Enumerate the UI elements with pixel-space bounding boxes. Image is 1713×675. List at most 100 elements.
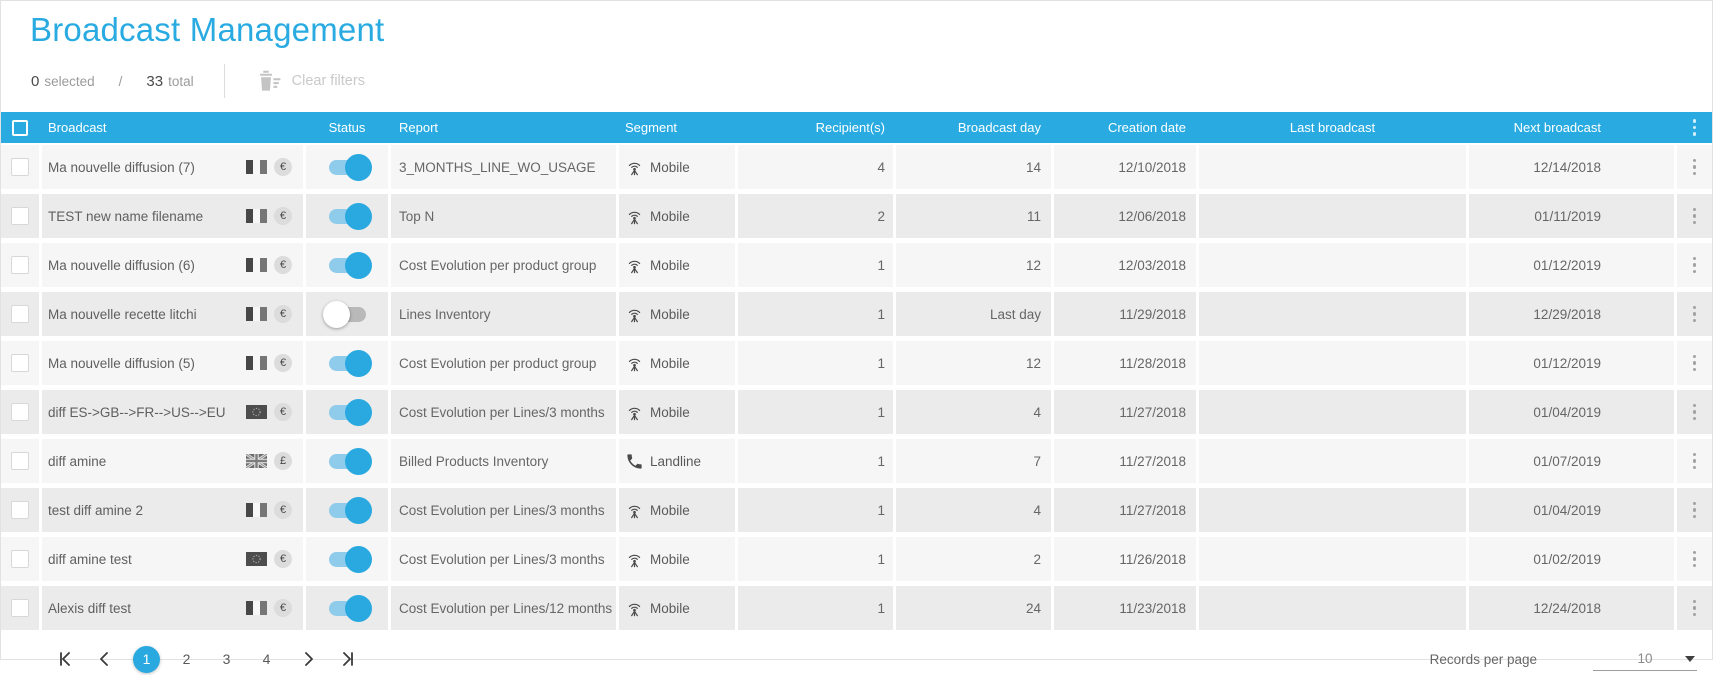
broadcast-day-value: Last day xyxy=(896,292,1051,336)
first-page-button[interactable] xyxy=(53,646,77,672)
row-menu-kebab-icon[interactable] xyxy=(1687,449,1703,474)
fr-flag-icon xyxy=(246,601,267,615)
creation-date-value: 11/23/2018 xyxy=(1054,586,1196,630)
column-menu-kebab-icon[interactable] xyxy=(1687,115,1703,140)
broadcast-name: Ma nouvelle recette litchi xyxy=(48,306,197,322)
row-menu-kebab-icon[interactable] xyxy=(1687,498,1703,523)
segment-label: Landline xyxy=(650,453,702,469)
row-checkbox[interactable] xyxy=(11,501,29,519)
table-body: Ma nouvelle diffusion (7) € 3_MONTHS_LIN… xyxy=(1,145,1712,630)
row-checkbox[interactable] xyxy=(11,452,29,470)
table-row: Ma nouvelle recette litchi € Lines Inven… xyxy=(1,292,1712,336)
recipients-value: 1 xyxy=(738,439,893,483)
broadcast-day-value: 4 xyxy=(896,488,1051,532)
selected-label: selected xyxy=(44,73,95,89)
report-name: Cost Evolution per Lines/12 months xyxy=(391,586,616,630)
table-row: Ma nouvelle diffusion (6) € Cost Evoluti… xyxy=(1,243,1712,287)
previous-page-button[interactable] xyxy=(93,646,117,672)
segment-label: Mobile xyxy=(650,355,690,371)
last-page-button[interactable] xyxy=(336,646,360,672)
status-toggle[interactable] xyxy=(328,545,372,573)
broadcast-day-value: 7 xyxy=(896,439,1051,483)
column-header-segment: Segment xyxy=(625,120,678,135)
report-name: Lines Inventory xyxy=(391,292,616,336)
row-menu-kebab-icon[interactable] xyxy=(1687,400,1703,425)
recipients-value: 2 xyxy=(738,194,893,238)
segment-label: Mobile xyxy=(650,257,690,273)
row-checkbox[interactable] xyxy=(11,207,29,225)
column-header-broadcast: Broadcast xyxy=(48,120,107,135)
row-menu-kebab-icon[interactable] xyxy=(1687,253,1703,278)
row-menu-kebab-icon[interactable] xyxy=(1687,302,1703,327)
row-checkbox[interactable] xyxy=(11,403,29,421)
status-toggle[interactable] xyxy=(328,496,372,524)
total-label: total xyxy=(168,73,194,89)
next-broadcast-value: 01/12/2019 xyxy=(1469,243,1674,287)
recipients-value: 1 xyxy=(738,243,893,287)
status-toggle[interactable] xyxy=(328,447,372,475)
row-menu-kebab-icon[interactable] xyxy=(1687,596,1703,621)
status-toggle[interactable] xyxy=(322,300,366,328)
status-toggle[interactable] xyxy=(328,398,372,426)
row-checkbox[interactable] xyxy=(11,158,29,176)
row-checkbox[interactable] xyxy=(11,256,29,274)
segment-label: Mobile xyxy=(650,404,690,420)
segment-label: Mobile xyxy=(650,502,690,518)
toolbar-divider xyxy=(223,64,225,98)
column-header-recipients: Recipient(s) xyxy=(815,120,885,135)
status-toggle[interactable] xyxy=(328,349,372,377)
row-checkbox[interactable] xyxy=(11,354,29,372)
row-checkbox[interactable] xyxy=(11,599,29,617)
row-menu-kebab-icon[interactable] xyxy=(1687,155,1703,180)
status-toggle[interactable] xyxy=(328,251,372,279)
last-broadcast-value xyxy=(1199,341,1466,385)
next-page-button[interactable] xyxy=(296,646,320,672)
recipients-value: 1 xyxy=(738,537,893,581)
next-broadcast-value: 01/11/2019 xyxy=(1469,194,1674,238)
last-broadcast-value xyxy=(1199,488,1466,532)
row-checkbox[interactable] xyxy=(11,550,29,568)
table-row: Ma nouvelle diffusion (7) € 3_MONTHS_LIN… xyxy=(1,145,1712,189)
clear-filters-button[interactable]: Clear filters xyxy=(255,70,365,92)
column-header-broadcast-day: Broadcast day xyxy=(957,120,1041,135)
row-menu-kebab-icon[interactable] xyxy=(1687,204,1703,229)
report-name: Cost Evolution per Lines/3 months xyxy=(391,537,616,581)
mobile-icon xyxy=(625,599,644,618)
column-header-last-broadcast: Last broadcast xyxy=(1289,120,1376,135)
column-header-report: Report xyxy=(399,120,439,135)
selection-toolbar: 0 selected / 33 total Clear filters xyxy=(31,64,1712,98)
row-checkbox[interactable] xyxy=(11,305,29,323)
creation-date-value: 12/03/2018 xyxy=(1054,243,1196,287)
next-broadcast-value: 01/02/2019 xyxy=(1469,537,1674,581)
row-menu-kebab-icon[interactable] xyxy=(1687,351,1703,376)
clear-filters-label: Clear filters xyxy=(291,73,365,89)
dropdown-caret-icon xyxy=(1685,656,1695,662)
records-per-page-select[interactable]: 10 xyxy=(1593,647,1697,671)
status-toggle[interactable] xyxy=(328,594,372,622)
status-toggle[interactable] xyxy=(328,202,372,230)
select-all-checkbox[interactable] xyxy=(12,119,28,136)
next-broadcast-value: 01/12/2019 xyxy=(1469,341,1674,385)
broadcast-name: Ma nouvelle diffusion (6) xyxy=(48,257,195,273)
broadcast-name: test diff amine 2 xyxy=(48,502,144,518)
creation-date-value: 12/10/2018 xyxy=(1054,145,1196,189)
row-menu-kebab-icon[interactable] xyxy=(1687,547,1703,572)
creation-date-value: 11/26/2018 xyxy=(1054,537,1196,581)
broadcast-table: Broadcast Status Report Segment Recipien… xyxy=(1,112,1712,630)
page-button-3[interactable]: 3 xyxy=(213,646,240,673)
recipients-value: 1 xyxy=(738,586,893,630)
page-button-1[interactable]: 1 xyxy=(133,645,160,673)
page-button-2[interactable]: 2 xyxy=(173,646,200,673)
broadcast-name: diff amine xyxy=(48,453,107,469)
last-broadcast-value xyxy=(1199,537,1466,581)
status-toggle[interactable] xyxy=(328,153,372,181)
currency-badge: € xyxy=(274,403,292,421)
fr-flag-icon xyxy=(246,503,267,517)
report-name: Cost Evolution per product group xyxy=(391,341,616,385)
fr-flag-icon xyxy=(246,356,267,370)
table-row: TEST new name filename € Top N Mobile 2 … xyxy=(1,194,1712,238)
report-name: Cost Evolution per product group xyxy=(391,243,616,287)
recipients-value: 1 xyxy=(738,341,893,385)
table-row: Ma nouvelle diffusion (5) € Cost Evoluti… xyxy=(1,341,1712,385)
page-button-4[interactable]: 4 xyxy=(253,646,280,673)
